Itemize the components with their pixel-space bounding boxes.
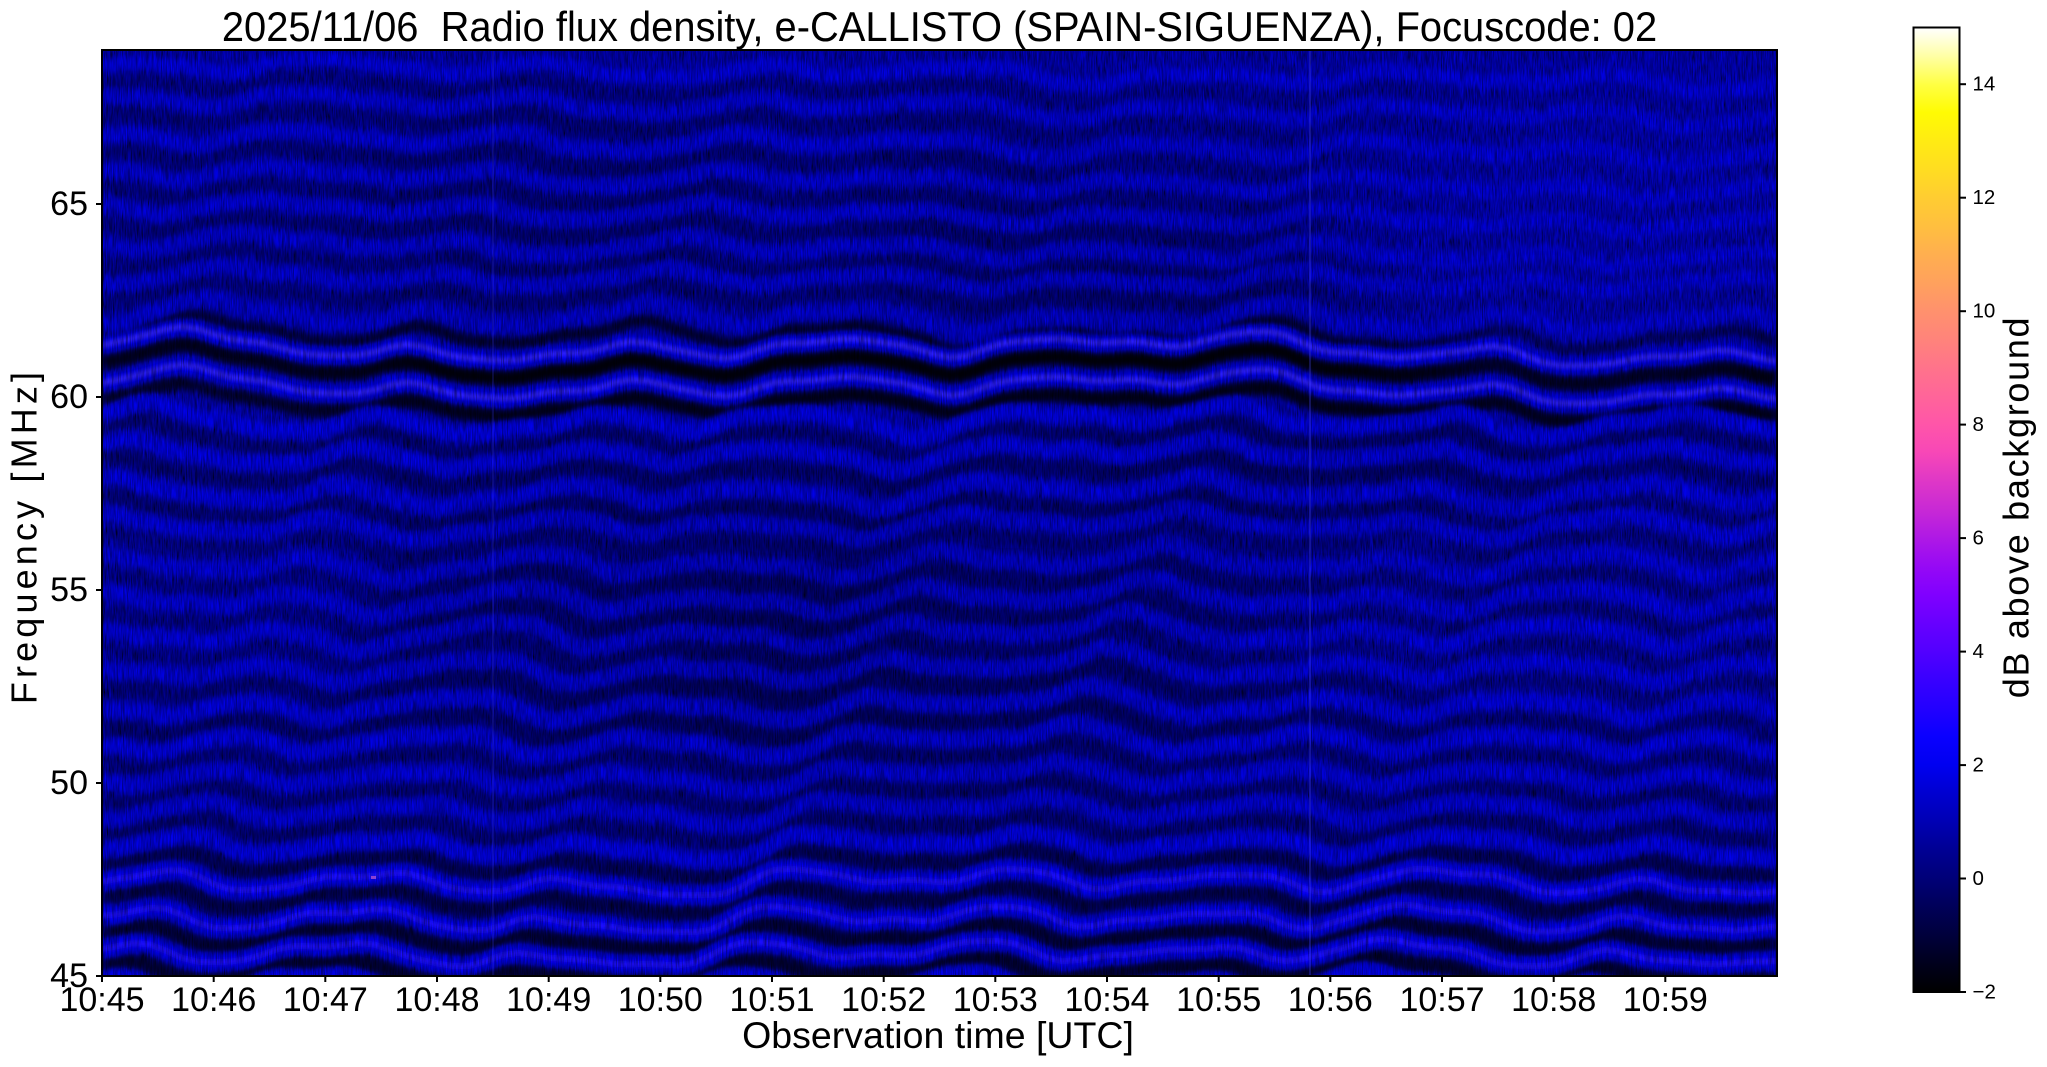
svg-text:2: 2 bbox=[1973, 754, 1984, 777]
svg-text:60: 60 bbox=[50, 378, 88, 416]
svg-text:10:54: 10:54 bbox=[1064, 981, 1149, 1019]
svg-text:0: 0 bbox=[1973, 867, 1984, 890]
svg-text:−2: −2 bbox=[1973, 981, 1996, 1004]
svg-text:10:53: 10:53 bbox=[953, 981, 1038, 1019]
svg-text:10:48: 10:48 bbox=[394, 981, 479, 1019]
svg-text:65: 65 bbox=[50, 185, 88, 223]
svg-text:10: 10 bbox=[1973, 300, 1996, 323]
svg-text:10:45: 10:45 bbox=[59, 981, 144, 1019]
svg-text:dB above background: dB above background bbox=[1996, 316, 2037, 699]
svg-text:8: 8 bbox=[1973, 413, 1984, 436]
svg-text:50: 50 bbox=[50, 764, 88, 802]
svg-text:10:47: 10:47 bbox=[283, 981, 368, 1019]
svg-text:10:50: 10:50 bbox=[618, 981, 703, 1019]
svg-text:4: 4 bbox=[1973, 640, 1984, 663]
svg-text:2025/11/06 Radio flux density: 2025/11/06 Radio flux density, e-CALLIST… bbox=[222, 3, 1657, 50]
svg-text:10:58: 10:58 bbox=[1511, 981, 1596, 1019]
svg-text:10:56: 10:56 bbox=[1288, 981, 1373, 1019]
svg-text:10:59: 10:59 bbox=[1623, 981, 1708, 1019]
svg-text:55: 55 bbox=[50, 571, 88, 609]
svg-text:45: 45 bbox=[50, 957, 88, 995]
svg-text:14: 14 bbox=[1973, 73, 1996, 96]
svg-text:10:51: 10:51 bbox=[729, 981, 814, 1019]
svg-text:6: 6 bbox=[1973, 527, 1984, 550]
svg-text:10:46: 10:46 bbox=[171, 981, 256, 1019]
svg-text:Observation time [UTC]: Observation time [UTC] bbox=[742, 1014, 1134, 1056]
svg-text:10:57: 10:57 bbox=[1399, 981, 1484, 1019]
svg-text:Frequency [MHz]: Frequency [MHz] bbox=[4, 368, 45, 704]
svg-text:10:49: 10:49 bbox=[506, 981, 591, 1019]
svg-text:12: 12 bbox=[1973, 186, 1996, 209]
svg-text:10:55: 10:55 bbox=[1176, 981, 1261, 1019]
svg-text:10:52: 10:52 bbox=[841, 981, 926, 1019]
